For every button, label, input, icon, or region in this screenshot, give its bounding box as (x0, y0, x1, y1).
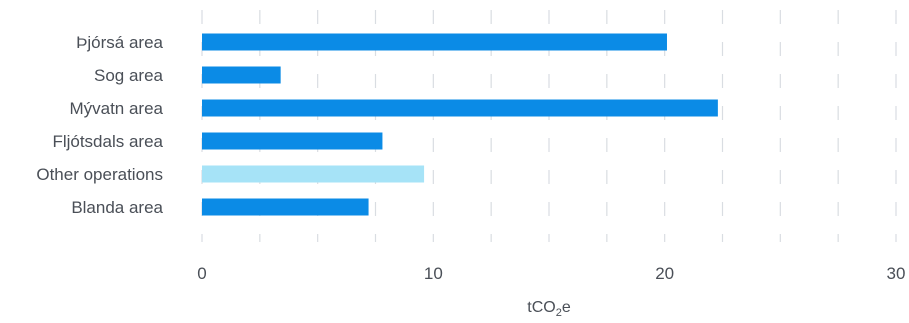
category-label: Fljótsdals area (52, 132, 163, 151)
x-tick-label: 0 (197, 264, 206, 283)
bars (202, 33, 718, 216)
category-label: Other operations (36, 165, 163, 184)
category-label: Þjórsá area (76, 33, 163, 52)
bar (202, 132, 383, 150)
x-axis-title: tCO2e (527, 299, 571, 319)
x-tick-label: 30 (887, 264, 906, 283)
bar (202, 33, 667, 51)
category-label: Blanda area (71, 198, 163, 217)
bar (202, 198, 369, 216)
x-tick-labels: 0 10 20 30 (197, 264, 905, 283)
bar (202, 99, 718, 117)
category-labels: Þjórsá area Sog area Mývatn area Fljótsdals… (36, 33, 163, 217)
x-tick-label: 10 (424, 264, 443, 283)
x-tick-label: 20 (655, 264, 674, 283)
category-label: Sog area (94, 66, 164, 85)
category-label: Mývatn area (69, 99, 163, 118)
bar (202, 165, 425, 183)
bar (202, 66, 281, 84)
